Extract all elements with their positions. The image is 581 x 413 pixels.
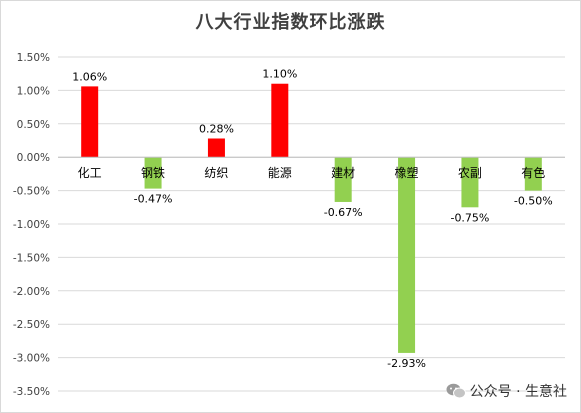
bar bbox=[271, 83, 289, 158]
data-label: -0.75% bbox=[450, 211, 489, 224]
data-label: -0.50% bbox=[514, 195, 553, 208]
y-tick-label: -1.50% bbox=[13, 252, 50, 264]
category-label: 橡塑 bbox=[395, 165, 419, 180]
category-label: 钢铁 bbox=[141, 166, 165, 180]
y-tick-label: 0.00% bbox=[17, 152, 50, 164]
bar bbox=[207, 138, 225, 158]
bar bbox=[81, 86, 99, 158]
bar bbox=[144, 157, 162, 189]
category-label: 能源 bbox=[268, 166, 292, 180]
y-tick-label: 1.50% bbox=[17, 52, 50, 64]
bar bbox=[334, 157, 352, 202]
watermark: 公众号 · 生意社 bbox=[446, 381, 567, 401]
data-label: -0.67% bbox=[324, 206, 363, 219]
category-label: 建材 bbox=[331, 166, 355, 180]
data-label: 1.10% bbox=[262, 68, 297, 81]
data-label: 0.28% bbox=[199, 122, 234, 135]
y-tick-label: -2.50% bbox=[13, 319, 50, 331]
y-tick-label: 0.50% bbox=[17, 119, 50, 131]
watermark-text: 公众号 · 生意社 bbox=[469, 384, 567, 400]
bar bbox=[524, 157, 542, 191]
y-tick-label: -3.50% bbox=[13, 386, 50, 398]
bar bbox=[398, 157, 416, 353]
y-tick-label: 1.00% bbox=[17, 85, 50, 97]
bar bbox=[461, 157, 479, 208]
category-label: 有色 bbox=[521, 166, 545, 180]
category-label: 化工 bbox=[78, 166, 102, 180]
data-label: 1.06% bbox=[72, 70, 107, 83]
data-label: -0.47% bbox=[134, 193, 173, 206]
y-tick-label: -3.00% bbox=[13, 353, 50, 365]
y-tick-label: -0.50% bbox=[13, 186, 50, 198]
y-tick-label: -2.00% bbox=[13, 286, 50, 298]
data-label: -2.93% bbox=[387, 357, 426, 370]
category-label: 农副 bbox=[458, 166, 482, 180]
category-label: 纺织 bbox=[204, 166, 228, 180]
chart-title: 八大行业指数环比涨跌 bbox=[195, 12, 386, 33]
wechat-icon bbox=[446, 383, 466, 399]
y-tick-label: -1.00% bbox=[13, 219, 50, 231]
